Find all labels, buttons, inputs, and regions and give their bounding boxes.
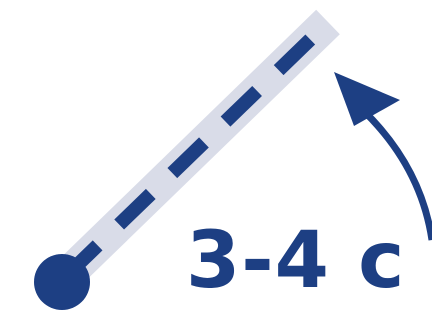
pivot-dot-icon	[34, 254, 90, 310]
curved-arrow-icon	[334, 72, 400, 126]
arm-dashes	[61, 26, 323, 282]
duration-label: 3-4 c	[186, 216, 406, 306]
